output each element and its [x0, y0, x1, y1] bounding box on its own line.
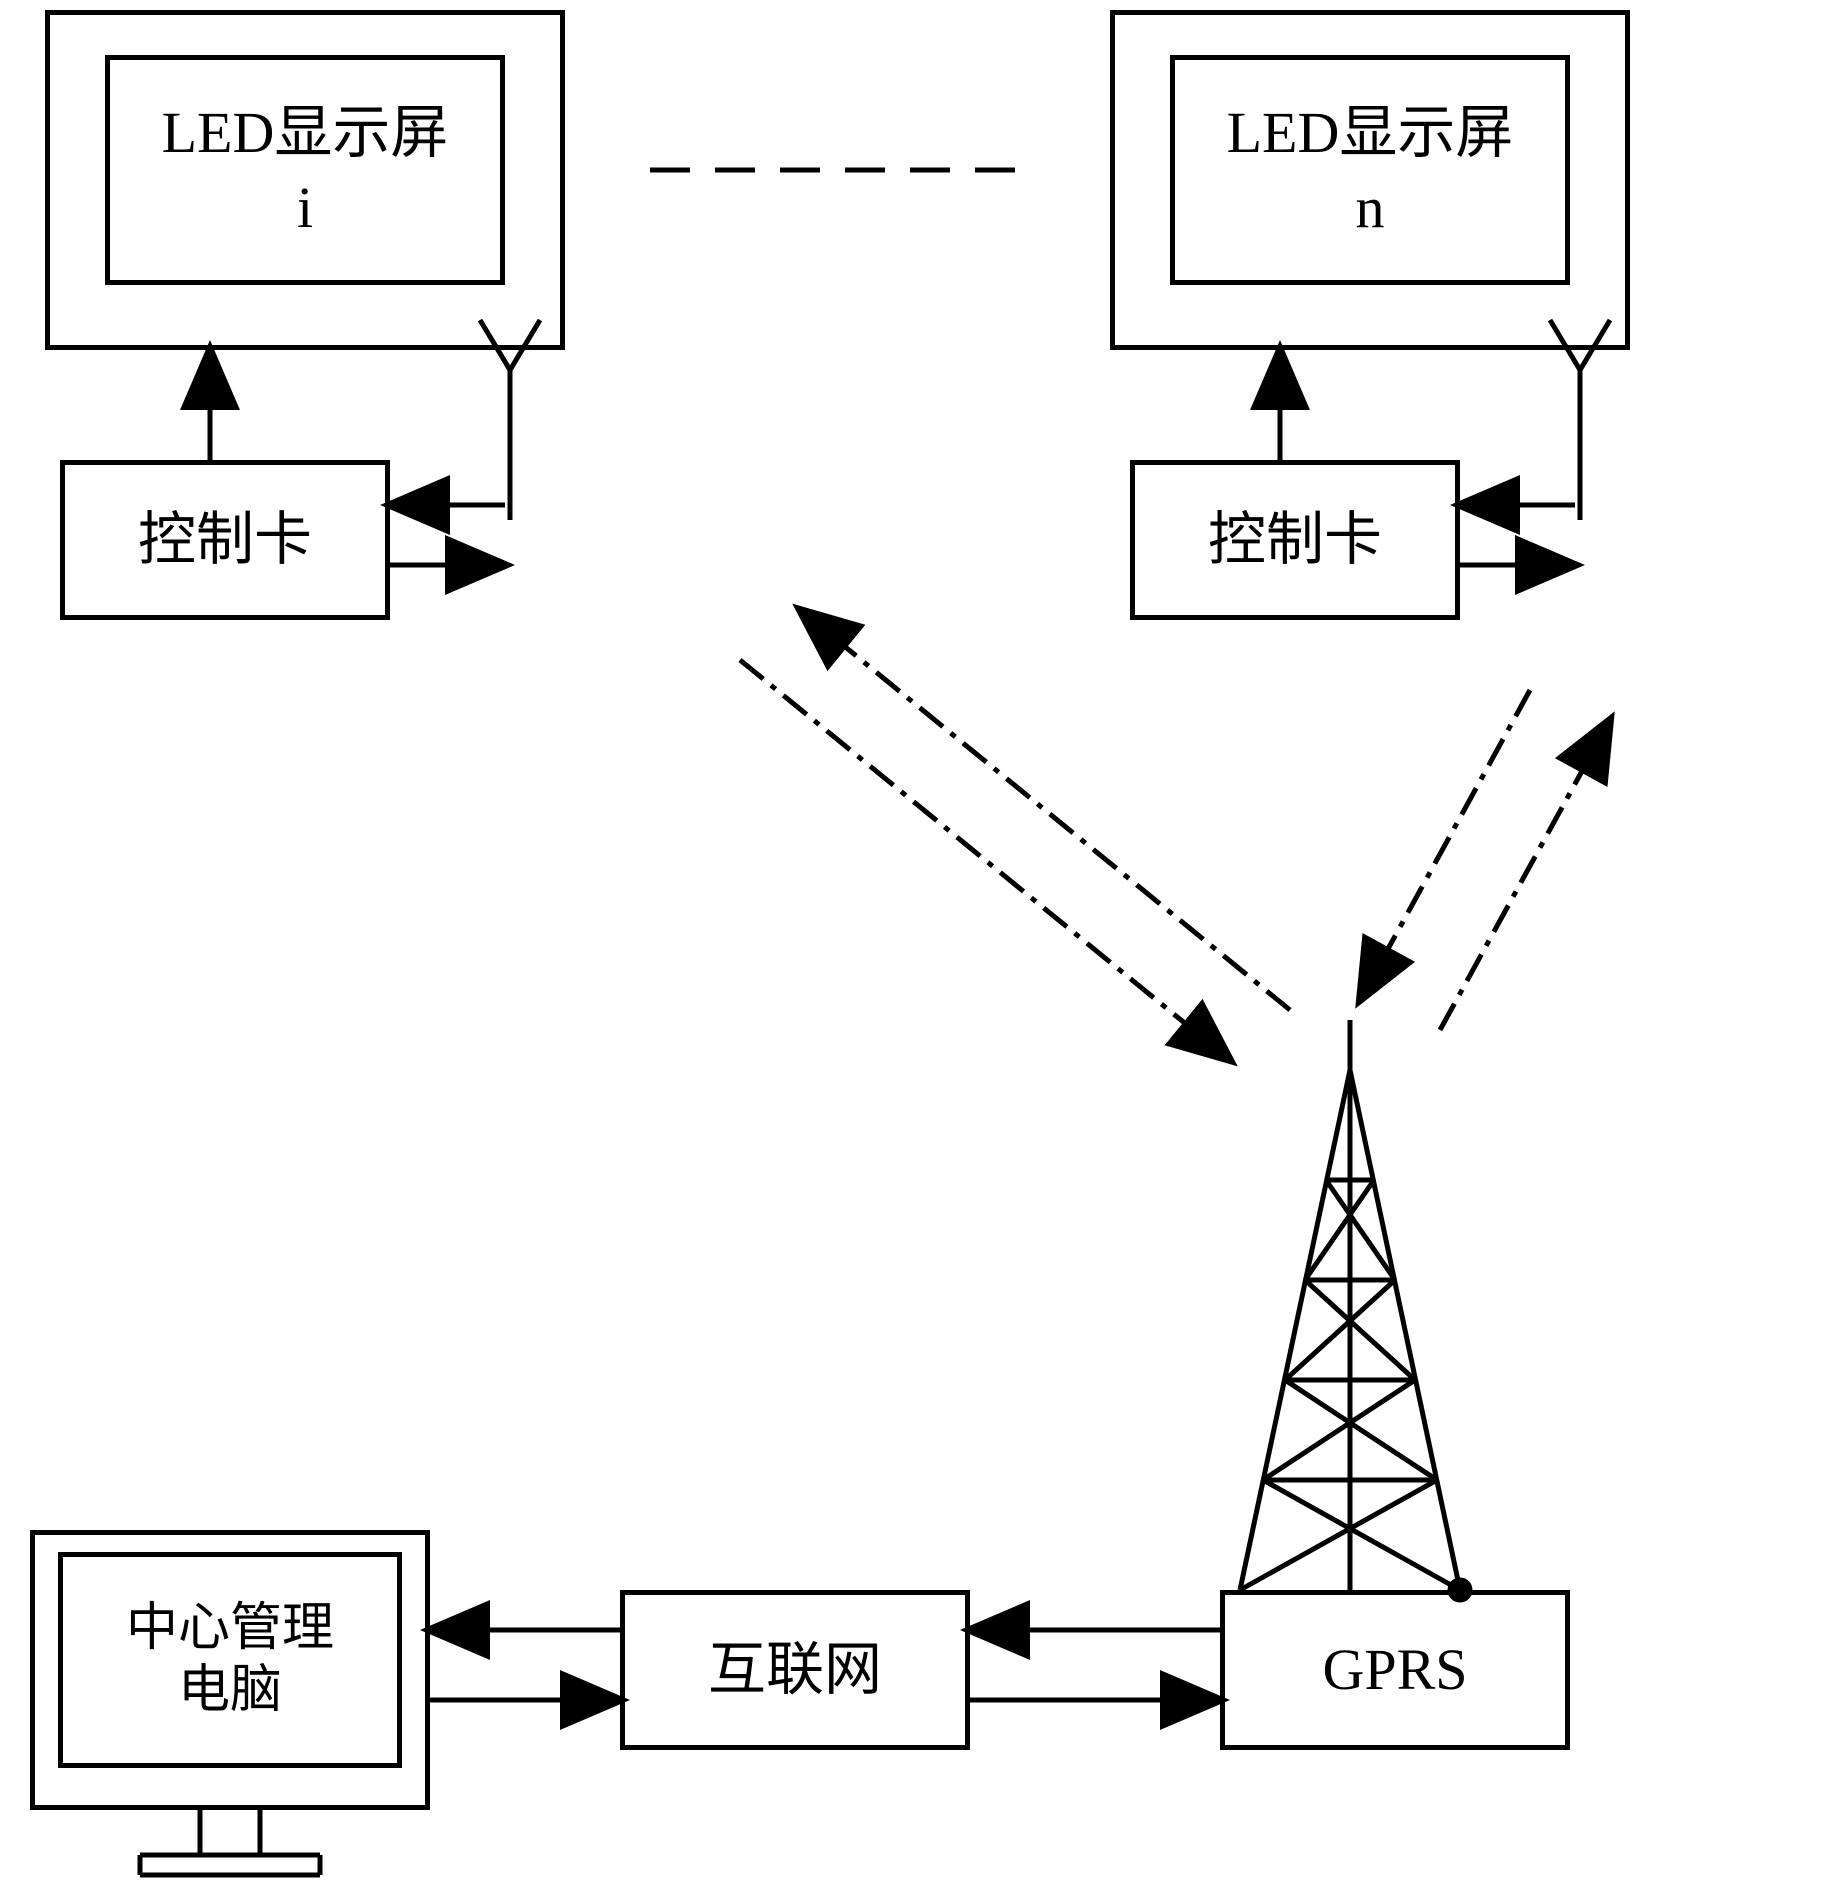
diag-arrow-3 — [1360, 690, 1530, 1000]
led-screen-i-label2: i — [297, 170, 313, 245]
center-computer-screen: 中心管理 电脑 — [58, 1552, 402, 1768]
led-screen-n-inner: LED显示屏 n — [1170, 55, 1570, 285]
control-card-2: 控制卡 — [1130, 460, 1460, 620]
control-card-2-label: 控制卡 — [1208, 502, 1382, 577]
center-computer-label: 中心管理 电脑 — [126, 1598, 334, 1723]
monitor-stand — [140, 1810, 320, 1875]
internet-box: 互联网 — [620, 1590, 970, 1750]
led-screen-i-inner: LED显示屏 i — [105, 55, 505, 285]
network-diagram: LED显示屏 i LED显示屏 n 控制卡 控制卡 中心管理 电脑 互联网 GP… — [0, 0, 1831, 1884]
diag-arrow-1 — [740, 660, 1230, 1060]
gprs-box: GPRS — [1220, 1590, 1570, 1750]
gprs-label: GPRS — [1322, 1632, 1467, 1707]
diag-arrow-4 — [1440, 720, 1610, 1030]
led-screen-n-label2: n — [1356, 170, 1385, 245]
diag-arrow-2 — [800, 610, 1290, 1010]
led-screen-n-label1: LED显示屏 — [1227, 95, 1514, 170]
control-card-1: 控制卡 — [60, 460, 390, 620]
gprs-tower — [1240, 1020, 1470, 1600]
led-screen-i-label1: LED显示屏 — [162, 95, 449, 170]
internet-label: 互联网 — [708, 1632, 882, 1707]
control-card-1-label: 控制卡 — [138, 502, 312, 577]
